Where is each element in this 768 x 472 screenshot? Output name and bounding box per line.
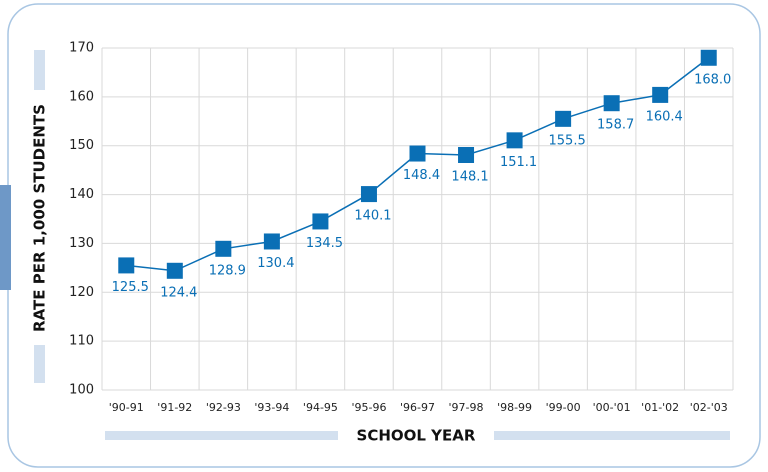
marker [603,95,620,112]
marker [652,86,669,103]
y-tick-label: 170 [69,41,94,56]
x-axis-title: SCHOOL YEAR [357,427,476,445]
x-tick-label: '90-91 [109,401,144,414]
value-label: 151.1 [500,155,537,170]
y-tick-label: 140 [69,187,94,202]
x-tick-label: '99-00 [546,401,581,414]
marker [215,240,232,257]
x-tick-label: '00-'01 [593,401,631,414]
value-label: 155.5 [549,133,586,148]
x-tick-label: '01-'02 [641,401,679,414]
marker [409,145,426,162]
marker [458,146,475,163]
chart-frame [7,3,761,468]
value-label: 125.5 [112,280,149,295]
value-label: 148.4 [403,168,440,183]
x-tick-label: '93-94 [254,401,289,414]
y-tick-label: 110 [69,334,94,349]
y-title-bar [34,50,45,90]
y-tick-label: 160 [69,89,94,104]
x-tick-label: '91-92 [157,401,192,414]
marker [555,110,572,127]
value-label: 134.5 [306,236,343,251]
value-label: 140.1 [354,209,391,224]
marker [360,186,377,203]
y-tick-label: 130 [69,236,94,251]
x-tick-label: '96-97 [400,401,435,414]
marker [700,49,717,66]
y-tick-label: 150 [69,138,94,153]
x-tick-label: '92-93 [206,401,241,414]
x-tick-label: '94-95 [303,401,338,414]
marker [506,132,523,149]
marker [263,233,280,250]
x-tick-label: '97-98 [449,401,484,414]
y-title-bar [34,345,45,383]
value-label: 124.4 [160,285,197,300]
value-label: 130.4 [257,256,294,271]
marker [118,257,135,274]
x-tick-label: '98-99 [497,401,532,414]
y-tick-label: 120 [69,285,94,300]
marker [166,262,183,279]
x-tick-label: '02-'03 [690,401,728,414]
value-label: 168.0 [694,72,731,87]
y-axis-title: RATE PER 1,000 STUDENTS [31,104,49,332]
x-title-bar [105,431,338,440]
marker [312,213,329,230]
x-tick-label: '95-96 [351,401,386,414]
y-tick-label: 100 [69,383,94,398]
side-tab [0,185,11,290]
value-label: 160.4 [646,109,683,124]
value-label: 128.9 [209,263,246,278]
value-label: 158.7 [597,118,634,133]
x-title-bar [494,431,730,440]
value-label: 148.1 [451,169,488,184]
